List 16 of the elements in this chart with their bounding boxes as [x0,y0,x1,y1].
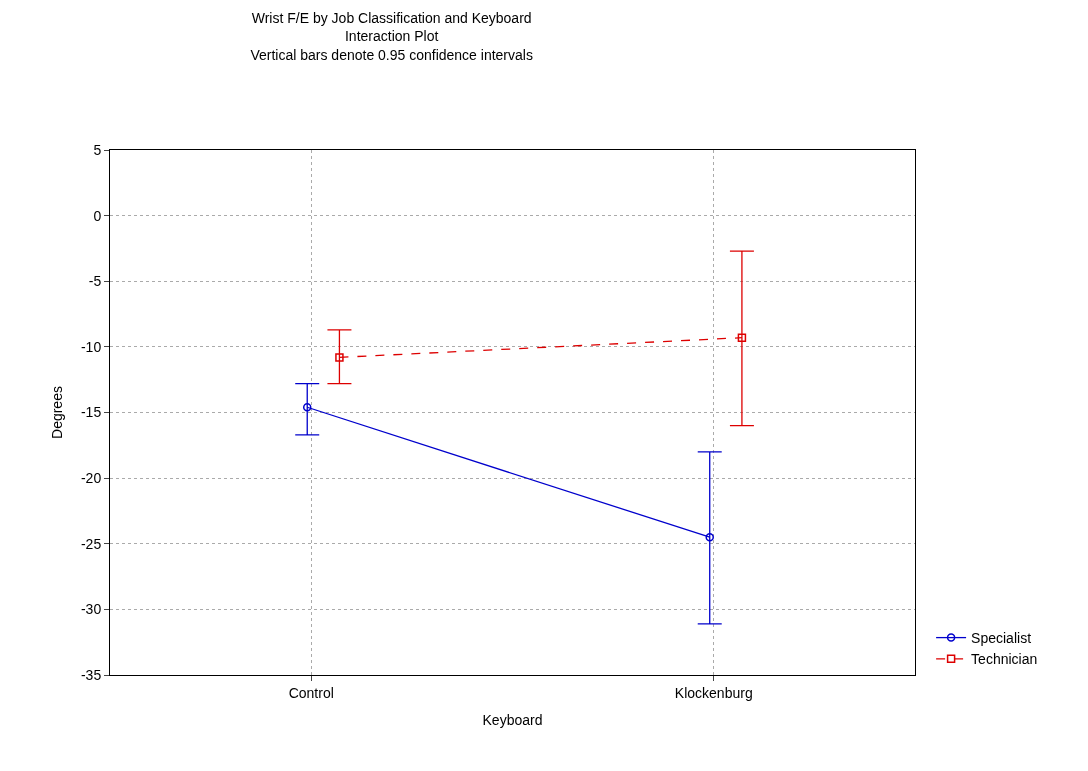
y-tick-label: -25 [80,535,102,552]
y-tick-label: 5 [93,141,102,158]
x-axis-title: Keyboard [482,712,543,729]
y-tick-label: -15 [80,404,102,421]
y-tick-label: -5 [88,273,102,290]
y-tick-label: -10 [80,338,102,355]
x-tick-label: Control [288,684,334,701]
y-tick-label: -35 [80,666,102,683]
legend-label: Technician [971,651,1038,668]
chart-title: Wrist F/E by Job Classification and Keyboard Interaction Plot Vertical bars denote 0.95 confidence intervals [250,10,533,63]
y-tick-label: -30 [80,601,102,618]
y-axis-title: Degrees [48,386,65,439]
y-tick-label: -20 [80,470,102,487]
x-tick-label: Klockenburg [674,684,753,701]
y-tick-label: 0 [93,207,102,224]
legend-label: Specialist [971,630,1032,647]
